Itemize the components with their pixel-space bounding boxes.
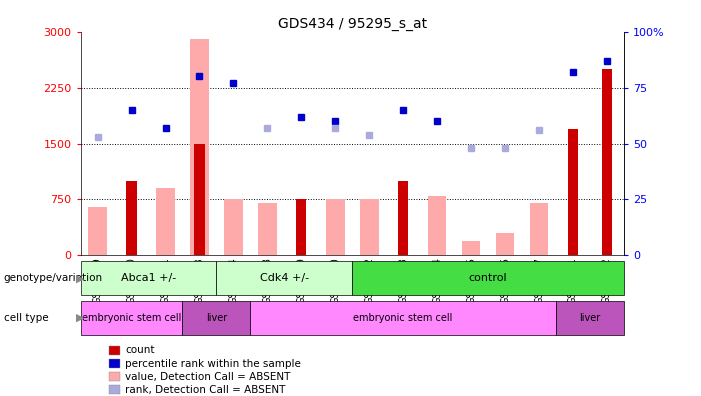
Text: genotype/variation: genotype/variation: [4, 273, 102, 284]
Text: liver: liver: [206, 313, 227, 323]
Text: value, Detection Call = ABSENT: value, Detection Call = ABSENT: [125, 371, 291, 382]
Bar: [88, 207, 107, 255]
Bar: [530, 203, 548, 255]
Bar: [602, 69, 612, 255]
Text: embryonic stem cell: embryonic stem cell: [82, 313, 182, 323]
Bar: [297, 200, 306, 255]
Text: percentile rank within the sample: percentile rank within the sample: [125, 358, 301, 369]
Text: Abca1 +/-: Abca1 +/-: [121, 273, 176, 283]
Text: ▶: ▶: [76, 273, 84, 284]
Bar: [353, 261, 624, 295]
Text: embryonic stem cell: embryonic stem cell: [353, 313, 453, 323]
Text: cell type: cell type: [4, 313, 48, 323]
Text: control: control: [469, 273, 508, 283]
Bar: [568, 129, 578, 255]
Bar: [462, 240, 480, 255]
Bar: [81, 261, 217, 295]
Title: GDS434 / 95295_s_at: GDS434 / 95295_s_at: [278, 17, 427, 30]
Bar: [190, 39, 209, 255]
Bar: [217, 261, 353, 295]
Bar: [224, 200, 243, 255]
Text: liver: liver: [579, 313, 601, 323]
Bar: [360, 200, 379, 255]
Bar: [556, 301, 624, 335]
Bar: [126, 181, 137, 255]
Bar: [428, 196, 447, 255]
Text: ▶: ▶: [76, 313, 84, 323]
Bar: [250, 301, 556, 335]
Text: count: count: [125, 345, 155, 356]
Bar: [258, 203, 277, 255]
Bar: [194, 143, 205, 255]
Bar: [156, 188, 175, 255]
Text: Cdk4 +/-: Cdk4 +/-: [260, 273, 309, 283]
Bar: [496, 233, 515, 255]
Bar: [326, 200, 345, 255]
Text: rank, Detection Call = ABSENT: rank, Detection Call = ABSENT: [125, 385, 286, 395]
Bar: [398, 181, 408, 255]
Bar: [81, 301, 182, 335]
Bar: [182, 301, 250, 335]
